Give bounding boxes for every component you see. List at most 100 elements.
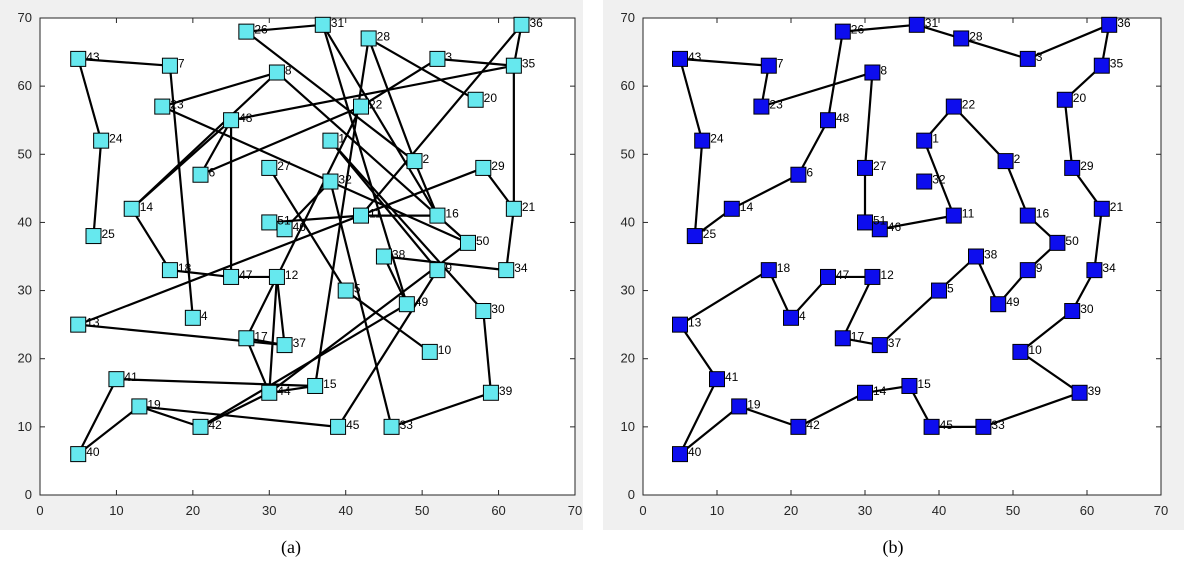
node-marker [429, 50, 446, 67]
x-tick-label: 30 [262, 503, 276, 518]
route-edge [77, 378, 118, 456]
node-label: 36 [1117, 16, 1131, 30]
node-marker [223, 112, 240, 129]
node-label: 19 [147, 397, 161, 411]
node-marker [857, 159, 873, 176]
node-marker [70, 446, 87, 463]
node-marker [931, 282, 947, 299]
node-label: 43 [688, 50, 702, 64]
node-label: 29 [1080, 159, 1094, 173]
node-label: 42 [806, 418, 820, 432]
route-edge [863, 71, 874, 170]
node-marker [686, 228, 703, 245]
node-label: 15 [917, 377, 931, 391]
node-marker [505, 200, 522, 217]
node-label: 30 [491, 302, 505, 316]
route-edge [436, 57, 515, 67]
node-marker [1064, 159, 1081, 176]
route-edge [275, 275, 286, 347]
node-marker [238, 330, 255, 347]
node-label: 18 [178, 261, 192, 275]
node-marker [864, 268, 881, 285]
node-marker [790, 418, 807, 435]
node-marker [223, 268, 240, 285]
node-label: 28 [377, 29, 391, 43]
node-label: 44 [277, 384, 291, 398]
node-label: 42 [209, 418, 223, 432]
node-label: 3 [445, 50, 452, 64]
axes-a: 0 10 20 30 40 50 60 70 0 10 20 30 40 50 60 70 [18, 10, 583, 518]
node-label: 17 [254, 329, 268, 343]
node-label: 22 [369, 98, 383, 112]
node-label: 13 [688, 316, 702, 330]
node-marker [1019, 207, 1036, 224]
node-marker [672, 50, 688, 67]
node-marker [398, 296, 415, 313]
node-marker [1093, 200, 1110, 217]
y-tick-label: 40 [621, 214, 635, 229]
node-label: 23 [769, 98, 783, 112]
node-marker [513, 16, 530, 33]
x-tick-label: 70 [1154, 503, 1168, 518]
node-label: 35 [522, 57, 536, 71]
node-marker [760, 262, 777, 279]
route-edge [161, 71, 279, 108]
route-edge [130, 207, 172, 272]
node-label: 41 [725, 370, 739, 384]
node-label: 12 [285, 268, 299, 282]
node-label: 51 [873, 213, 887, 227]
node-marker [322, 132, 339, 149]
x-tick-label: 60 [1080, 503, 1094, 518]
y-tick-label: 0 [628, 487, 635, 502]
route-edge [115, 378, 317, 388]
node-marker [268, 64, 285, 81]
node-marker [406, 153, 423, 170]
route-edge [826, 30, 844, 122]
node-marker [923, 418, 940, 435]
route-edge [229, 64, 515, 122]
route-edge [329, 180, 393, 428]
route-edge [1004, 160, 1029, 217]
node-label: 39 [499, 384, 513, 398]
route-edge [92, 139, 103, 238]
node-label: 29 [491, 159, 505, 173]
node-marker [820, 112, 836, 129]
node-label: 16 [445, 207, 459, 221]
y-tick-label: 50 [621, 146, 635, 161]
route-edge [199, 105, 363, 176]
route-edge [130, 71, 279, 210]
node-label: 22 [962, 98, 976, 112]
caption-a: (a) [281, 537, 301, 558]
y-tick-label: 40 [18, 214, 32, 229]
node-marker [192, 418, 209, 435]
node-marker [353, 207, 369, 224]
node-marker [108, 371, 125, 388]
node-label: 48 [836, 111, 850, 125]
node-label: 6 [806, 166, 813, 180]
node-marker [93, 132, 110, 149]
y-tick-label: 10 [621, 419, 635, 434]
route-edge [1019, 350, 1081, 394]
node-label: 26 [254, 23, 268, 37]
node-label: 38 [392, 248, 406, 262]
node-label: 46 [888, 220, 902, 234]
node-label: 8 [285, 64, 292, 78]
node-marker [375, 248, 392, 265]
node-marker [475, 159, 492, 176]
route-edge [982, 391, 1081, 428]
x-tick-label: 50 [415, 503, 429, 518]
node-marker [997, 153, 1014, 170]
y-tick-label: 50 [18, 146, 32, 161]
node-label: 25 [703, 227, 717, 241]
node-label: 5 [947, 282, 954, 296]
node-label: 20 [1073, 91, 1087, 105]
y-tick-label: 60 [621, 78, 635, 93]
node-marker [123, 200, 140, 217]
node-label: 45 [940, 418, 954, 432]
node-marker [990, 296, 1007, 313]
node-label: 16 [1036, 207, 1050, 221]
node-marker [834, 23, 851, 40]
y-tick-label: 20 [621, 351, 635, 366]
route-edge [413, 160, 439, 217]
node-marker [857, 384, 873, 401]
